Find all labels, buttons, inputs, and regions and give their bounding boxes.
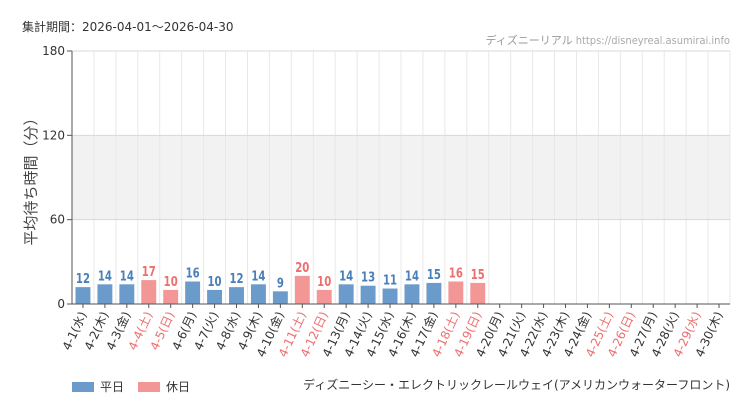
bar	[316, 289, 332, 304]
bar	[75, 287, 91, 304]
legend-label-weekday: 平日	[100, 380, 125, 394]
period-label: 集計期間：2026-04-01～2026-04-30	[22, 20, 234, 34]
y-tick-label: 60	[50, 213, 65, 227]
bar	[294, 275, 310, 304]
data-label: 16	[449, 265, 463, 281]
legend-weekday: 平日	[72, 378, 124, 395]
data-label: 15	[471, 267, 485, 283]
data-labels: 12 14 14 17 10 16 10 12 14 9 20 10 14 13 11 14 15 16 15	[76, 260, 485, 291]
legend-swatch-holiday	[138, 381, 161, 392]
site-url: https://disneyreal.asumirai.info	[575, 34, 730, 47]
data-label: 11	[383, 272, 397, 288]
bar	[426, 282, 442, 304]
x-axis: 4-1(水)4-2(木)4-3(金)4-4(土)4-5(日)4-6(月)4-7(…	[60, 303, 730, 359]
data-label: 10	[317, 274, 331, 290]
y-tick-label: 180	[42, 44, 65, 58]
site-name: ディズニーリアル	[485, 34, 573, 47]
data-label: 14	[98, 268, 112, 284]
legend-label-holiday: 休日	[166, 380, 191, 394]
data-label: 15	[427, 267, 441, 283]
bar	[382, 288, 398, 304]
bar	[404, 284, 420, 304]
bar	[272, 291, 288, 304]
data-label: 14	[339, 268, 353, 284]
bar	[470, 282, 486, 304]
data-label: 14	[120, 268, 134, 284]
bars	[75, 275, 486, 304]
data-label: 20	[295, 260, 309, 276]
bar	[250, 284, 266, 304]
attraction-name: ディズニーシー・エレクトリックレールウェイ(アメリカンウォーターフロント)	[303, 378, 730, 392]
data-label: 17	[142, 264, 156, 280]
legend-holiday: 休日	[138, 378, 190, 395]
legend: 平日 休日	[72, 378, 190, 395]
data-label: 12	[229, 271, 243, 287]
y-tick-label: 120	[42, 128, 65, 142]
bar	[448, 281, 464, 304]
data-label: 16	[186, 265, 200, 281]
bar	[338, 284, 354, 304]
bar	[119, 284, 135, 304]
bar	[360, 285, 376, 304]
y-axis: 0 60 120 180	[42, 44, 73, 311]
bar	[207, 289, 223, 304]
bar	[163, 289, 179, 304]
data-label: 9	[277, 275, 284, 291]
data-label: 10	[164, 274, 178, 290]
legend-swatch-weekday	[72, 381, 94, 392]
grid-lines	[71, 50, 731, 305]
data-label: 10	[208, 274, 222, 290]
y-tick-label: 0	[57, 297, 65, 311]
data-label: 13	[361, 269, 375, 285]
data-label: 12	[76, 271, 90, 287]
bar	[185, 281, 201, 304]
site-credit: ディズニーリアル https://disneyreal.asumirai.inf…	[485, 32, 730, 48]
data-label: 14	[405, 268, 419, 284]
data-label: 14	[251, 268, 265, 284]
bar	[97, 284, 113, 304]
y-axis-label: 平均待ち時間（分）	[22, 110, 40, 245]
bar	[141, 280, 157, 304]
bar	[229, 287, 244, 304]
